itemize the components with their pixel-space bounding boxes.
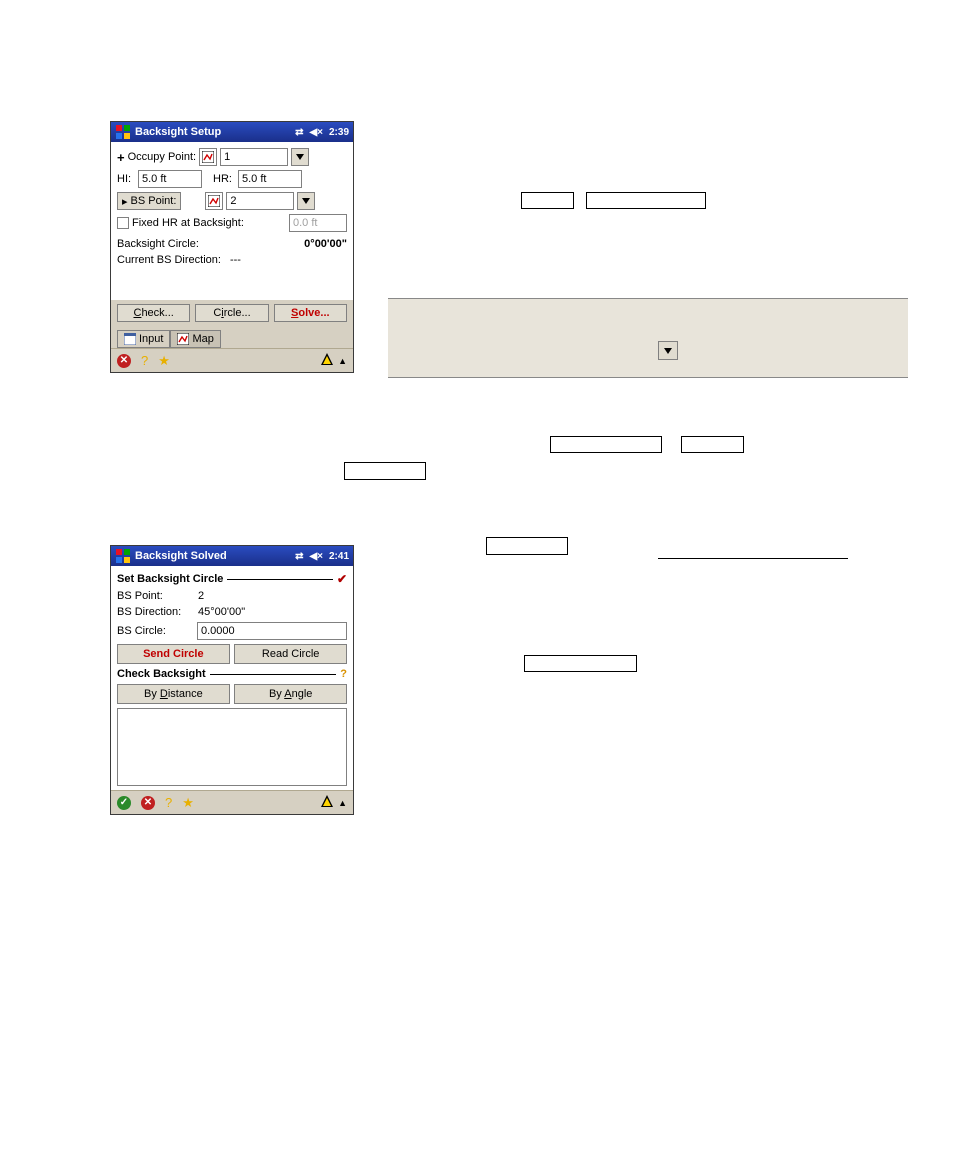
form-area: Set Backsight Circle BS Point: 2 BS Dire…: [111, 566, 353, 790]
bs-dir-value: 45°00'00": [198, 606, 245, 618]
ghost-box: [681, 436, 744, 453]
results-box: [117, 708, 347, 786]
bs-point-input[interactable]: [226, 192, 294, 210]
tab-input[interactable]: Input: [117, 330, 170, 348]
tab-map[interactable]: Map: [170, 330, 220, 348]
titlebar-icons: ⇄ ◀× 2:39: [295, 127, 349, 138]
titlebar: Backsight Setup ⇄ ◀× 2:39: [111, 122, 353, 142]
map-picker-icon[interactable]: [205, 192, 223, 210]
cur-bs-dir-value: ---: [230, 254, 241, 266]
occupy-dropdown[interactable]: [291, 148, 309, 166]
ghost-box: [486, 537, 568, 555]
ghost-box: [586, 192, 706, 209]
form-icon: [124, 333, 136, 345]
up-arrow-icon[interactable]: ▲: [338, 798, 347, 808]
instrument-icon[interactable]: [320, 352, 334, 369]
windows-flag-icon: [115, 124, 131, 140]
bs-dir-label: BS Direction:: [117, 606, 195, 618]
connectivity-icon: ⇄: [295, 127, 303, 138]
bs-point-button[interactable]: ▸BS Point:: [117, 192, 181, 210]
instrument-icon[interactable]: [320, 794, 334, 811]
bs-point-label: BS Point:: [117, 590, 195, 602]
tab-bar: Input Map: [111, 326, 353, 348]
hr-label: HR:: [213, 173, 235, 185]
header-check-backsight: Check Backsight: [117, 668, 347, 680]
row-bs-dir: BS Direction: 45°00'00": [117, 606, 347, 618]
help-icon[interactable]: ?: [141, 353, 148, 368]
bs-circle-label: BS Circle:: [117, 625, 194, 637]
row-fixed-hr: Fixed HR at Backsight:: [117, 214, 347, 232]
occupy-point-input[interactable]: [220, 148, 288, 166]
row-bs-circle: Backsight Circle: 0°00'00": [117, 238, 347, 250]
map-icon: [177, 333, 189, 345]
cancel-icon[interactable]: ✕: [141, 796, 155, 810]
header-set-bs-circle: Set Backsight Circle: [117, 572, 347, 586]
windows-flag-icon: [115, 548, 131, 564]
ghost-box: [550, 436, 662, 453]
circle-button[interactable]: Circle...: [195, 304, 268, 322]
pda-backsight-solved: Backsight Solved ⇄ ◀× 2:41 Set Backsight…: [110, 545, 354, 815]
map-picker-icon[interactable]: [199, 148, 217, 166]
titlebar-icons: ⇄ ◀× 2:41: [295, 551, 349, 562]
check-button[interactable]: Check...: [117, 304, 190, 322]
fixed-hr-checkbox[interactable]: [117, 217, 129, 229]
cancel-icon[interactable]: ✕: [117, 354, 131, 368]
hi-input[interactable]: [138, 170, 202, 188]
cur-bs-dir-label: Current BS Direction:: [117, 254, 221, 266]
fixed-hr-input: [289, 214, 347, 232]
bs-circle-label: Backsight Circle:: [117, 238, 199, 250]
fixed-hr-label: Fixed HR at Backsight:: [132, 217, 244, 229]
up-arrow-icon[interactable]: ▲: [338, 356, 347, 366]
row-bs-point: BS Point: 2: [117, 590, 347, 602]
button-bar: Check... Circle... Solve...: [111, 300, 353, 326]
favorite-icon[interactable]: ★: [182, 795, 194, 811]
row-bs-circle: BS Circle:: [117, 622, 347, 640]
clock-text: 2:39: [329, 127, 349, 138]
window-title: Backsight Setup: [135, 126, 295, 138]
row-occupy: + Occupy Point:: [117, 148, 347, 166]
ghost-dropdown: [658, 341, 678, 360]
hr-input[interactable]: [238, 170, 302, 188]
status-bar: ✕ ? ★ ▲: [111, 348, 353, 372]
titlebar: Backsight Solved ⇄ ◀× 2:41: [111, 546, 353, 566]
favorite-icon[interactable]: ★: [158, 353, 170, 369]
ghost-box: [344, 462, 426, 480]
ok-icon[interactable]: ✓: [117, 796, 131, 810]
occupy-label: Occupy Point:: [128, 151, 196, 163]
row-cur-bs-dir: Current BS Direction: ---: [117, 254, 347, 266]
ghost-line: [658, 558, 848, 559]
by-distance-button[interactable]: By Distance: [117, 684, 230, 704]
by-angle-button[interactable]: By Angle: [234, 684, 347, 704]
plus-icon: +: [117, 150, 125, 165]
bs-circle-input[interactable]: [197, 622, 347, 640]
ghost-box: [524, 655, 637, 672]
checkmark-icon: [337, 572, 347, 586]
bs-point-value: 2: [198, 590, 204, 602]
speaker-icon: ◀×: [309, 551, 323, 562]
clock-text: 2:41: [329, 551, 349, 562]
window-title: Backsight Solved: [135, 550, 295, 562]
hi-label: HI:: [117, 173, 135, 185]
connectivity-icon: ⇄: [295, 551, 303, 562]
speaker-icon: ◀×: [309, 127, 323, 138]
solve-button[interactable]: Solve...: [274, 304, 347, 322]
form-area: + Occupy Point: HI: HR: ▸BS Point:: [111, 142, 353, 300]
help-icon: [340, 668, 347, 680]
help-icon[interactable]: ?: [165, 795, 172, 810]
status-bar: ✓ ✕ ? ★ ▲: [111, 790, 353, 814]
send-circle-button[interactable]: Send Circle: [117, 644, 230, 664]
ghost-bar: [388, 298, 908, 378]
bs-circle-value: 0°00'00": [304, 238, 347, 250]
row-hi-hr: HI: HR:: [117, 170, 347, 188]
pda-backsight-setup: Backsight Setup ⇄ ◀× 2:39 + Occupy Point…: [110, 121, 354, 373]
row-bs-point: ▸BS Point:: [117, 192, 347, 210]
ghost-box: [521, 192, 574, 209]
read-circle-button[interactable]: Read Circle: [234, 644, 347, 664]
bs-point-dropdown[interactable]: [297, 192, 315, 210]
